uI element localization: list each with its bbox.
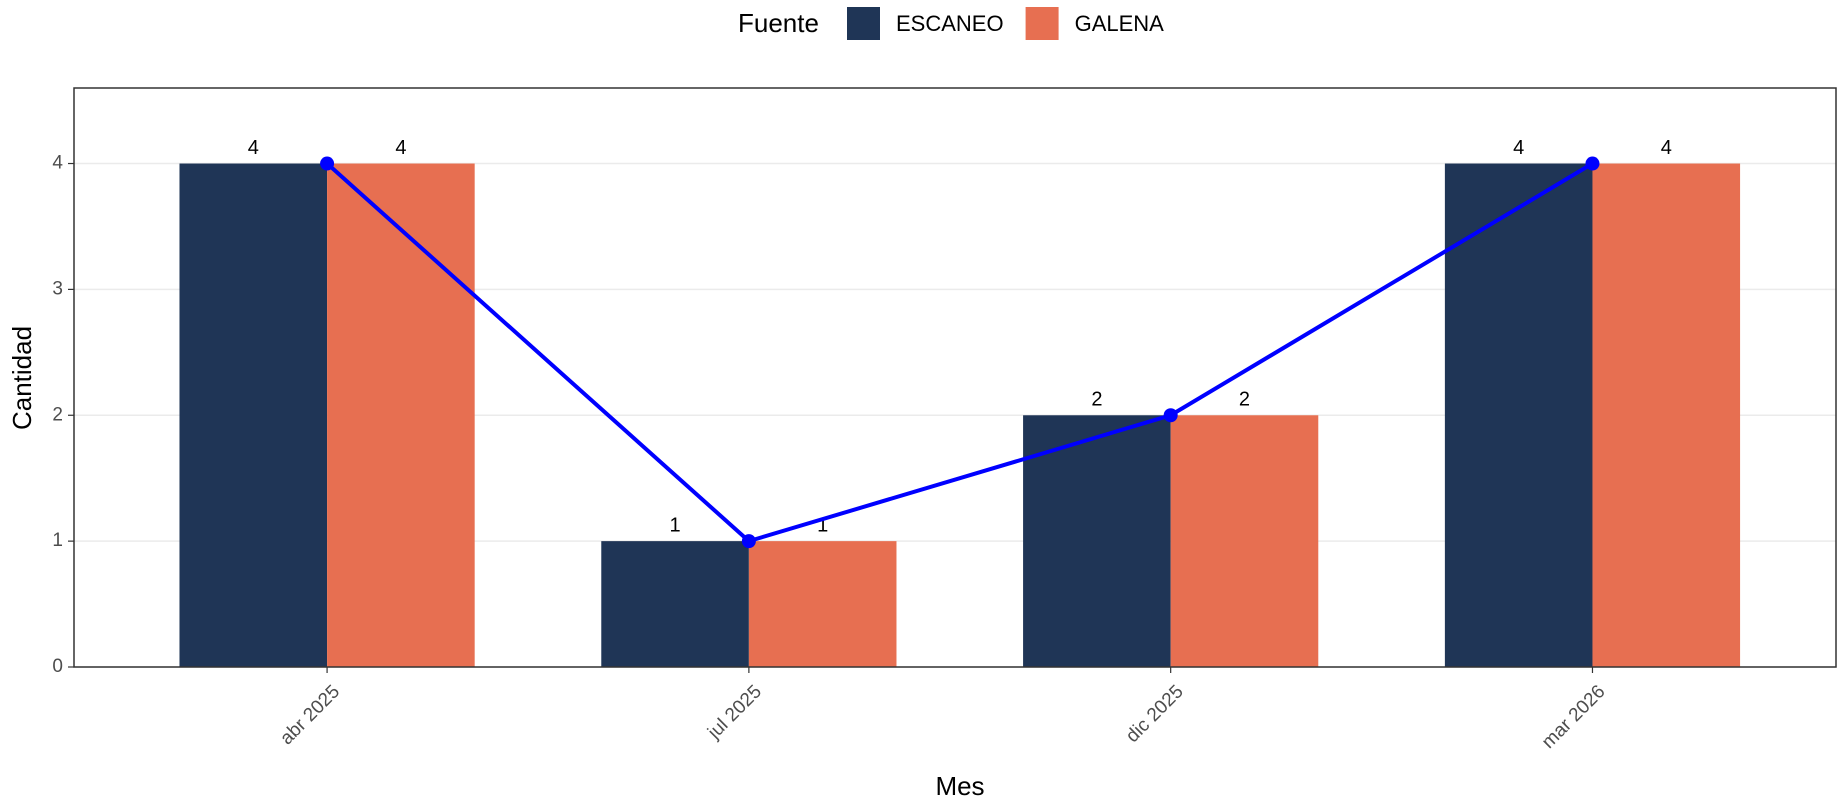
y-tick-label: 2 bbox=[52, 404, 63, 425]
bar bbox=[179, 163, 328, 668]
line-point bbox=[741, 534, 756, 549]
line-point bbox=[320, 156, 335, 171]
data-label: 4 bbox=[248, 137, 259, 159]
y-tick-label: 1 bbox=[52, 530, 63, 551]
data-label: 1 bbox=[817, 514, 828, 536]
data-label: 4 bbox=[1513, 137, 1524, 159]
data-label: 1 bbox=[670, 514, 681, 536]
legend-key bbox=[847, 7, 880, 40]
x-tick-label: jul 2025 bbox=[703, 681, 766, 744]
line bbox=[325, 161, 1594, 544]
data-label: 2 bbox=[1091, 389, 1102, 411]
panel-border bbox=[73, 87, 1837, 668]
legend-label: ESCANEO bbox=[896, 11, 1004, 36]
x-tick-label: dic 2025 bbox=[1122, 681, 1188, 747]
bar bbox=[748, 541, 897, 667]
x-axis-label: Mes bbox=[935, 771, 984, 801]
bar bbox=[1170, 415, 1319, 667]
y-tick-label: 3 bbox=[52, 278, 63, 299]
legend-label: GALENA bbox=[1075, 11, 1165, 36]
bar bbox=[1023, 415, 1171, 667]
x-tick-label: mar 2026 bbox=[1538, 681, 1610, 753]
legend-title: Fuente bbox=[738, 8, 819, 38]
y-axis-label: Cantidad bbox=[7, 326, 37, 430]
line-point bbox=[1585, 156, 1600, 171]
bar bbox=[327, 163, 475, 668]
bar bbox=[1592, 163, 1741, 668]
bar bbox=[1444, 163, 1593, 668]
y-tick-label: 0 bbox=[52, 656, 63, 677]
data-label: 4 bbox=[1661, 137, 1672, 159]
x-tick-label: abr 2025 bbox=[276, 681, 344, 749]
line-point bbox=[1163, 408, 1178, 423]
legend-key bbox=[1025, 7, 1059, 40]
y-tick-label: 4 bbox=[52, 153, 63, 174]
data-label: 4 bbox=[395, 137, 406, 159]
data-label: 2 bbox=[1239, 389, 1250, 411]
bar bbox=[601, 541, 749, 667]
